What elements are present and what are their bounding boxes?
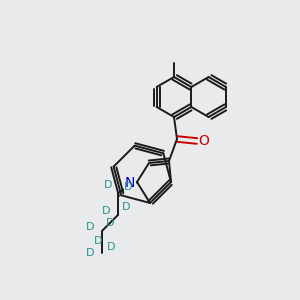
Text: D: D bbox=[86, 222, 94, 232]
Text: D: D bbox=[86, 248, 94, 258]
Text: D: D bbox=[94, 236, 103, 246]
Text: D: D bbox=[124, 182, 132, 192]
Text: D: D bbox=[104, 180, 112, 190]
Text: D: D bbox=[107, 242, 116, 252]
Text: D: D bbox=[122, 202, 130, 212]
Text: D: D bbox=[106, 218, 115, 228]
Text: O: O bbox=[199, 134, 209, 148]
Text: D: D bbox=[102, 206, 110, 216]
Text: N: N bbox=[125, 176, 135, 190]
